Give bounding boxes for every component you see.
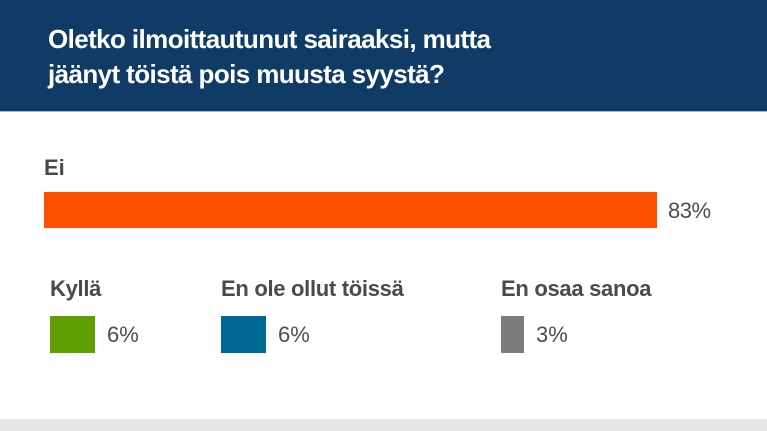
legend-label: Kyllä [50,276,102,301]
footer-strip [0,419,767,431]
legend-item-en-osaa-sanoa: En osaa sanoa 3% [501,276,652,353]
main-category-label: Ei [44,155,65,180]
legend-label: En osaa sanoa [501,276,652,301]
legend-item-kylla: Kyllä 6% [50,276,139,353]
main-bar [44,192,657,228]
legend-label: En ole ollut töissä [221,276,404,301]
title-line-2: jäänyt töistä pois muusta syystä? [48,59,445,89]
legend-value: 3% [536,321,568,347]
main-value-label: 83% [668,198,711,223]
legend-value: 6% [107,321,139,347]
legend-swatch-green [50,316,95,353]
legend-item-en-ole-ollut-toissa: En ole ollut töissä 6% [221,276,404,353]
chart-header: Oletko ilmoittautunut sairaaksi, mutta j… [0,0,767,112]
chart-title: Oletko ilmoittautunut sairaaksi, mutta j… [48,22,608,92]
legend-swatch-blue [221,316,266,353]
legend-value: 6% [278,321,310,347]
title-line-1: Oletko ilmoittautunut sairaaksi, mutta [48,24,491,54]
legend-swatch-gray [501,316,524,353]
